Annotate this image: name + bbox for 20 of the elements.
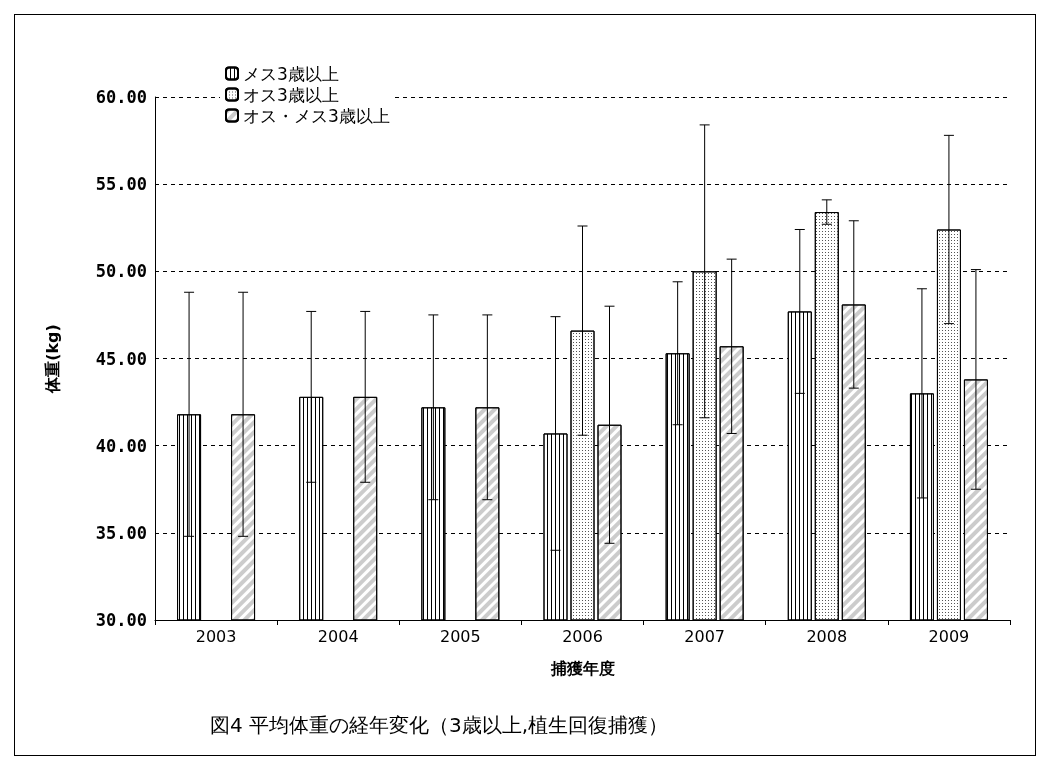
x-tick-label: 2005: [440, 626, 481, 646]
x-axis-title: 捕獲年度: [549, 658, 615, 678]
x-tick-label: 2007: [684, 626, 725, 646]
x-tick-label: 2004: [317, 626, 359, 646]
y-tick-label: 45.00: [95, 348, 147, 369]
y-tick-label: 40.00: [95, 435, 147, 456]
legend-label: オス3歳以上: [243, 84, 339, 105]
x-tick-label: 2008: [806, 626, 848, 646]
y-tick-label: 60.00: [95, 87, 147, 107]
x-tick-label: 2006: [562, 626, 603, 646]
y-tick-label: 50.00: [95, 261, 147, 282]
y-tick-label: 35.00: [95, 522, 147, 543]
text: 図4 平均体重の経年変化（3歳以上,植生回復捕獲）: [210, 713, 669, 737]
x-tick-label: 2009: [928, 626, 970, 646]
y-tick-label: 30.00: [95, 610, 147, 630]
y-axis-title: 体重(kg): [42, 324, 62, 394]
y-tick-label: 55.00: [95, 174, 147, 195]
legend-label: メス3歳以上: [243, 63, 339, 84]
legend-label: オス・メス3歳以上: [243, 105, 390, 126]
x-tick-label: 2003: [195, 626, 237, 646]
